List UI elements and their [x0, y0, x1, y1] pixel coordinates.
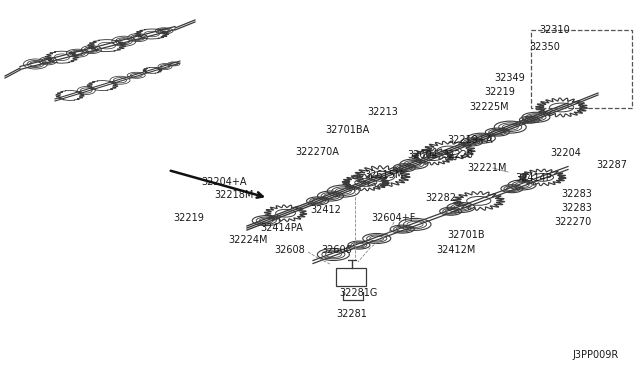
Text: 32219: 32219	[484, 87, 515, 97]
Text: 32412M: 32412M	[436, 245, 476, 255]
Text: 32225M: 32225M	[469, 102, 509, 112]
Text: 322270: 322270	[554, 217, 591, 227]
Text: 32349: 32349	[495, 73, 525, 83]
Text: 32219+A: 32219+A	[447, 135, 493, 145]
Text: 32414P: 32414P	[516, 173, 552, 183]
Text: J3PP009R: J3PP009R	[573, 350, 619, 360]
Text: 32604: 32604	[408, 150, 438, 160]
Text: 32281G: 32281G	[339, 288, 377, 298]
Text: 32204+A: 32204+A	[201, 177, 247, 187]
Bar	[336, 268, 366, 286]
Text: 32281: 32281	[337, 309, 367, 319]
Text: 32219: 32219	[173, 213, 204, 223]
Text: 32283: 32283	[561, 203, 593, 213]
Text: 32204: 32204	[550, 148, 581, 158]
Text: 32604+F: 32604+F	[372, 213, 416, 223]
Text: 32701B: 32701B	[447, 230, 485, 240]
Text: 32220: 32220	[442, 150, 474, 160]
Text: 32310: 32310	[540, 25, 570, 35]
Text: 32221M: 32221M	[467, 163, 507, 173]
Text: 32412: 32412	[310, 205, 341, 215]
Bar	[531, 30, 632, 108]
Text: 32608: 32608	[275, 245, 305, 255]
Text: 32224M: 32224M	[228, 235, 268, 245]
Text: 32282: 32282	[426, 193, 456, 203]
Text: 322270A: 322270A	[295, 147, 339, 157]
Text: 32213: 32213	[367, 107, 399, 117]
Text: 32350: 32350	[529, 42, 561, 52]
Text: 32606: 32606	[322, 245, 353, 255]
Text: 32218M: 32218M	[214, 190, 253, 200]
Text: 32287: 32287	[596, 160, 627, 170]
Text: 32701BA: 32701BA	[325, 125, 369, 135]
Text: 32414PA: 32414PA	[260, 223, 303, 233]
Text: 32615M: 32615M	[364, 170, 404, 180]
Text: 32283: 32283	[561, 189, 593, 199]
